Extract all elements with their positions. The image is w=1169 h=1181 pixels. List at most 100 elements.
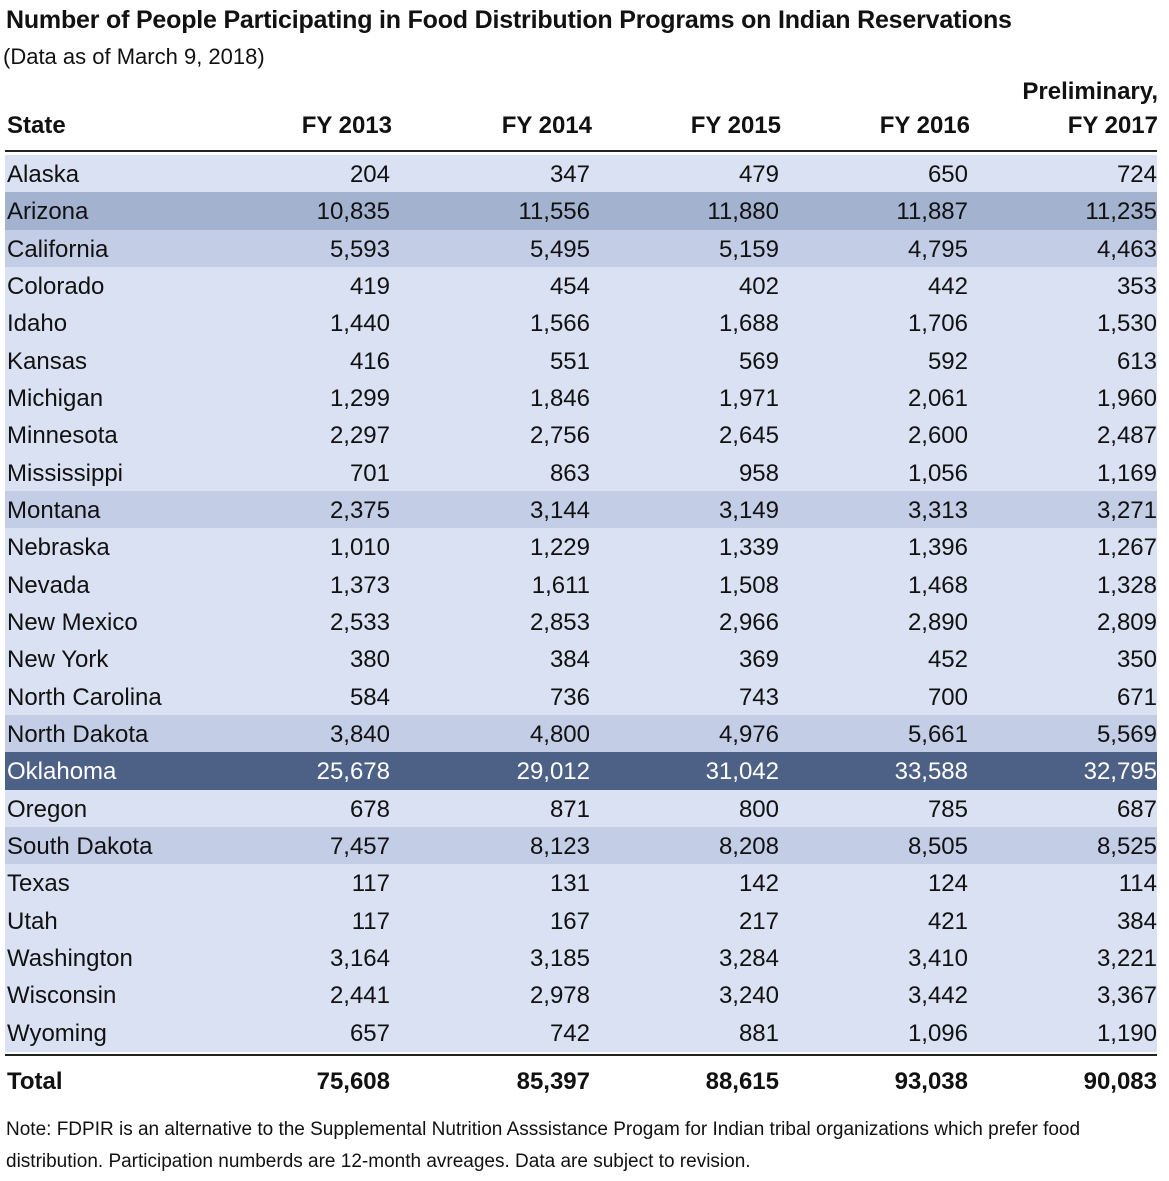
value-cell-fy2015: 2,966 — [718, 608, 779, 636]
value-cell-fy2016: 5,661 — [907, 720, 968, 748]
state-cell: New York — [7, 646, 109, 674]
total-fy2015: 88,615 — [705, 1068, 779, 1095]
state-cell: Minnesota — [7, 422, 118, 450]
state-cell: Idaho — [7, 310, 68, 338]
value-cell-fy2017: 671 — [1116, 683, 1157, 711]
value-cell-fy2013: 1,440 — [329, 310, 390, 338]
state-cell: Mississippi — [7, 459, 124, 487]
table-row: Oklahoma 25,678 29,012 31,042 33,588 32,795 — [5, 752, 1157, 791]
value-cell-fy2017: 3,367 — [1096, 982, 1157, 1010]
value-cell-fy2017: 350 — [1116, 646, 1157, 674]
table-row: Nebraska 1,010 1,229 1,339 1,396 1,267 — [5, 528, 1157, 567]
value-cell-fy2016: 1,096 — [907, 1019, 968, 1047]
table-row: Wisconsin 2,441 2,978 3,240 3,442 3,367 — [5, 976, 1157, 1015]
value-cell-fy2016: 11,887 — [896, 198, 968, 226]
value-cell-fy2017: 3,221 — [1096, 944, 1157, 972]
column-header-fy2017-line2: FY 2017 — [1067, 112, 1158, 139]
value-cell-fy2015: 743 — [738, 683, 779, 711]
table-row: Kansas 416 551 569 592 613 — [5, 341, 1157, 380]
value-cell-fy2017: 2,809 — [1096, 608, 1157, 636]
value-cell-fy2014: 131 — [549, 870, 590, 898]
state-cell: Montana — [7, 496, 101, 524]
value-cell-fy2016: 421 — [927, 907, 968, 935]
value-cell-fy2015: 8,208 — [718, 832, 779, 860]
value-cell-fy2013: 419 — [349, 272, 390, 300]
value-cell-fy2017: 8,525 — [1096, 832, 1157, 860]
value-cell-fy2016: 2,890 — [907, 608, 968, 636]
column-header-fy2016: FY 2016 — [879, 112, 970, 139]
value-cell-fy2016: 1,468 — [907, 571, 968, 599]
state-cell: Wyoming — [7, 1019, 107, 1047]
value-cell-fy2017: 1,328 — [1096, 571, 1157, 599]
value-cell-fy2015: 2,645 — [718, 422, 779, 450]
table-row: Montana 2,375 3,144 3,149 3,313 3,271 — [5, 490, 1157, 529]
value-cell-fy2016: 1,706 — [907, 310, 968, 338]
value-cell-fy2017: 687 — [1116, 795, 1157, 823]
value-cell-fy2015: 217 — [738, 907, 779, 935]
table-row: Alaska 204 347 479 650 724 — [5, 155, 1157, 193]
total-label: Total — [7, 1068, 63, 1095]
state-cell: Nevada — [7, 571, 90, 599]
value-cell-fy2016: 1,056 — [907, 459, 968, 487]
value-cell-fy2017: 114 — [1118, 870, 1157, 898]
state-cell: Alaska — [7, 161, 80, 188]
value-cell-fy2013: 3,840 — [329, 720, 390, 748]
total-row: Total 75,608 85,397 88,615 93,038 90,083 — [5, 1062, 1157, 1100]
state-cell: Washington — [7, 944, 133, 972]
table-row: Colorado 419 454 402 442 353 — [5, 266, 1157, 305]
value-cell-fy2014: 29,012 — [516, 758, 590, 786]
table-row: North Carolina 584 736 743 700 671 — [5, 677, 1157, 716]
value-cell-fy2015: 31,042 — [705, 758, 779, 786]
value-cell-fy2014: 5,495 — [529, 235, 590, 263]
state-cell: Oregon — [7, 795, 88, 823]
value-cell-fy2016: 700 — [927, 683, 968, 711]
value-cell-fy2014: 736 — [549, 683, 590, 711]
state-cell: South Dakota — [7, 832, 153, 860]
state-cell: Michigan — [7, 384, 104, 412]
state-cell: North Dakota — [7, 720, 149, 748]
total-fy2017: 90,083 — [1083, 1068, 1157, 1095]
value-cell-fy2013: 701 — [349, 459, 390, 487]
state-cell: New Mexico — [7, 608, 138, 636]
value-cell-fy2015: 569 — [738, 347, 779, 375]
value-cell-fy2016: 8,505 — [907, 832, 968, 860]
value-cell-fy2017: 384 — [1116, 907, 1157, 935]
value-cell-fy2013: 380 — [349, 646, 390, 674]
value-cell-fy2016: 3,442 — [907, 982, 968, 1010]
value-cell-fy2017: 5,569 — [1096, 720, 1157, 748]
value-cell-fy2014: 167 — [549, 907, 590, 935]
value-cell-fy2017: 353 — [1116, 272, 1157, 300]
footnote: Note: FDPIR is an alternative to the Sup… — [6, 1119, 1081, 1172]
value-cell-fy2016: 442 — [927, 272, 968, 300]
total-fy2016: 93,038 — [894, 1068, 968, 1095]
table-row: South Dakota 7,457 8,123 8,208 8,505 8,525 — [5, 826, 1157, 865]
value-cell-fy2015: 402 — [738, 272, 779, 300]
value-cell-fy2017: 4,463 — [1096, 235, 1157, 263]
value-cell-fy2013: 1,373 — [329, 571, 390, 599]
value-cell-fy2014: 871 — [549, 795, 590, 823]
page-subtitle: (Data as of March 9, 2018) — [3, 44, 265, 69]
table-row: Michigan 1,299 1,846 1,971 2,061 1,960 — [5, 378, 1157, 417]
value-cell-fy2014: 1,229 — [529, 534, 590, 562]
value-cell-fy2017: 11,235 — [1085, 198, 1157, 226]
value-cell-fy2014: 1,611 — [531, 571, 590, 599]
value-cell-fy2017: 613 — [1116, 347, 1157, 375]
table-row: Minnesota 2,297 2,756 2,645 2,600 2,487 — [5, 416, 1157, 455]
value-cell-fy2014: 863 — [549, 459, 590, 487]
value-cell-fy2014: 2,978 — [529, 982, 590, 1010]
value-cell-fy2015: 479 — [738, 161, 779, 188]
value-cell-fy2017: 32,795 — [1083, 758, 1157, 786]
value-cell-fy2014: 11,556 — [518, 198, 590, 226]
table-row: Nevada 1,373 1,611 1,508 1,468 1,328 — [5, 565, 1157, 604]
value-cell-fy2015: 11,880 — [707, 198, 779, 226]
value-cell-fy2013: 1,010 — [329, 534, 390, 562]
value-cell-fy2016: 2,061 — [907, 384, 968, 412]
column-header-fy2017-line1: Preliminary, — [1022, 78, 1158, 105]
value-cell-fy2015: 1,508 — [718, 571, 779, 599]
header-rule — [5, 150, 1157, 152]
value-cell-fy2015: 369 — [738, 646, 779, 674]
table-row: Mississippi 701 863 958 1,056 1,169 — [5, 453, 1157, 492]
value-cell-fy2016: 3,313 — [907, 496, 968, 524]
value-cell-fy2013: 2,441 — [329, 982, 390, 1010]
state-cell: Texas — [7, 870, 70, 898]
